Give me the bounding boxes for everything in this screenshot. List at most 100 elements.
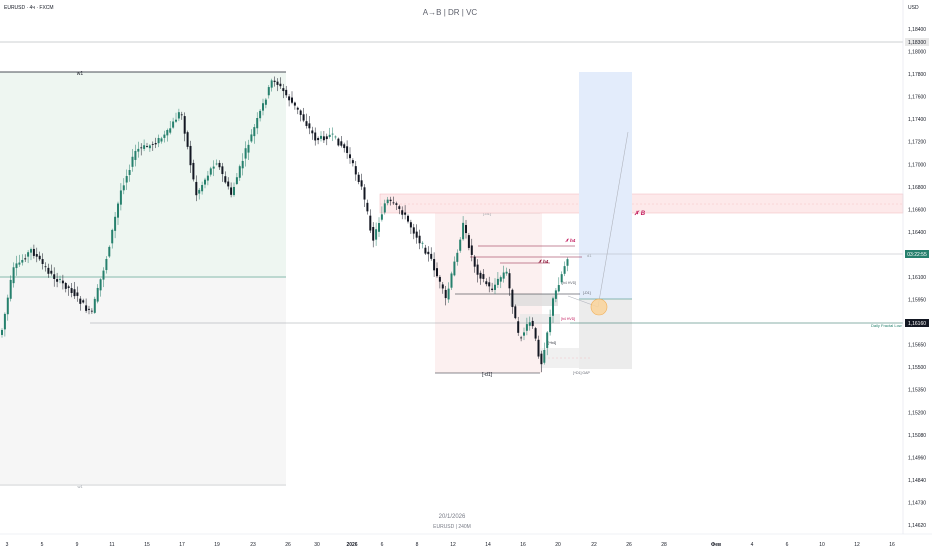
symbol-info[interactable]: EURUSD · 4ч · FXCM: [4, 5, 54, 11]
d1-mark-label: d1: [587, 253, 592, 258]
projection-target-circle[interactable]: [590, 298, 608, 316]
candle-body: [189, 145, 192, 166]
candle-body: [401, 210, 404, 215]
currency-label[interactable]: USD: [908, 5, 919, 11]
candle-body: [192, 162, 195, 180]
candle-body: [418, 235, 421, 244]
top-price-tag: 1,18300: [908, 40, 926, 46]
candle-body: [27, 252, 30, 257]
candle-body: [259, 110, 262, 119]
candle-body: [412, 227, 415, 234]
d1-top-label: [-d1]: [483, 211, 491, 216]
candle-body: [351, 160, 354, 164]
candle-body: [436, 268, 438, 277]
price-tick-label: 1,14840: [908, 478, 926, 484]
candle-body: [392, 202, 395, 204]
price-tick-label: 1,16100: [908, 275, 926, 281]
candle-body: [24, 258, 27, 260]
candle-body: [520, 337, 523, 339]
hvd-zone-a: [510, 294, 558, 306]
h4-label-b: ✗ h4: [538, 259, 549, 264]
candle-body: [180, 114, 183, 116]
candle-body: [346, 146, 349, 153]
candle-body: [366, 202, 369, 212]
candle-body: [102, 270, 105, 280]
candle-body: [424, 247, 427, 254]
candle-body: [61, 280, 64, 284]
candle-body: [119, 190, 122, 205]
candle-body: [514, 306, 517, 319]
time-tick-label: 16: [889, 542, 895, 548]
candle-body: [398, 206, 401, 209]
price-tick-label: 1,17600: [908, 95, 926, 101]
candle-body: [465, 225, 467, 234]
candle-body: [293, 102, 296, 106]
price-tick-label: 1,17400: [908, 117, 926, 123]
candle-body: [488, 282, 491, 287]
candle-body: [421, 242, 424, 244]
candle-body: [96, 287, 99, 302]
price-tick-label: 1,18000: [908, 50, 926, 56]
candle-body: [409, 222, 412, 228]
candle-body: [557, 285, 560, 292]
candle-body: [108, 246, 111, 257]
candle-body: [253, 127, 256, 137]
candle-body: [215, 163, 218, 165]
candle-body: [93, 298, 96, 313]
candle-body: [427, 251, 430, 255]
candle-body: [525, 324, 528, 331]
candle-body: [238, 166, 241, 178]
candle-body: [218, 162, 221, 168]
price-axis[interactable]: 1,18400 1,18000 1,17800 1,17600 1,17400 1,172…: [908, 27, 926, 529]
candle-body: [177, 112, 180, 119]
price-tick-label: 1,16800: [908, 185, 926, 191]
price-tick-label: 1,16600: [908, 207, 926, 213]
candle-body: [444, 289, 447, 299]
time-tick-label: 4: [751, 542, 754, 548]
price-tick-label: 1,18400: [908, 27, 926, 33]
candle-body: [311, 130, 314, 134]
candle-body: [146, 146, 148, 147]
candle-body: [340, 141, 343, 146]
candle-body: [250, 134, 253, 142]
candle-body: [131, 156, 134, 167]
price-tick-label: 1,17200: [908, 140, 926, 146]
candle-body: [125, 176, 128, 183]
candle-body: [462, 222, 465, 240]
time-tick-label: 3: [6, 542, 9, 548]
candle-body: [389, 199, 392, 202]
candle-body: [476, 264, 479, 275]
candle-body: [415, 231, 418, 238]
candle-body: [30, 249, 32, 253]
candle-body: [90, 310, 93, 312]
candle-body: [256, 117, 259, 129]
candle-body: [523, 332, 525, 336]
mid-price-tag-bg: [905, 319, 929, 327]
projection-path: [597, 131, 629, 308]
candle-body: [485, 281, 488, 285]
candle-body: [531, 320, 534, 327]
candle-body: [201, 184, 204, 192]
candle-body: [357, 174, 360, 182]
candle-body: [299, 110, 302, 115]
time-axis[interactable]: 3 5 9 11 15 17 19 23 26 30 2026 6 8 12 14 16 20 22 26 28 Фев…: [6, 542, 895, 548]
candle-body: [244, 148, 247, 159]
candle-body: [459, 239, 462, 251]
candle-body: [264, 99, 267, 105]
h4-hvd-label-a: [h4 HVD]: [562, 281, 576, 285]
time-tick-label: 23: [250, 542, 256, 548]
candle-body: [166, 129, 169, 136]
candle-body: [56, 279, 59, 282]
time-tick-label: Фев: [711, 542, 721, 548]
candle-body: [479, 272, 482, 279]
candle-body: [363, 187, 366, 200]
candle-body: [314, 132, 317, 141]
current-price-tag-bg: [905, 250, 929, 258]
candle-body: [491, 288, 494, 290]
candle-body: [3, 313, 6, 330]
candle-body: [137, 148, 140, 152]
candle-body: [378, 223, 380, 232]
candle-body: [6, 297, 9, 315]
